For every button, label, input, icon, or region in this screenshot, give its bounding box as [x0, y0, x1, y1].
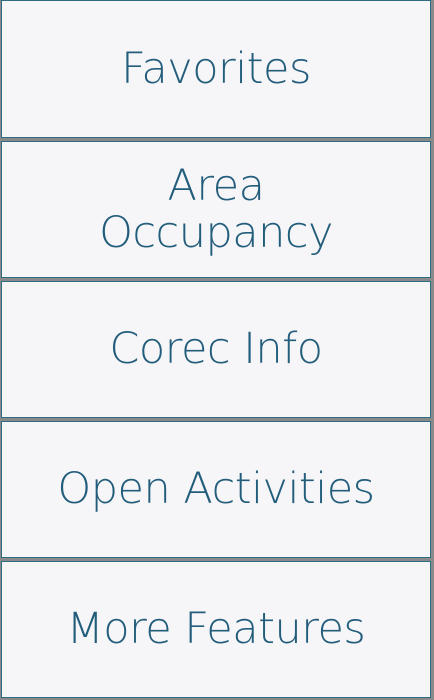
corec-info-button[interactable]: Corec Info [1, 281, 431, 418]
area-occupancy-button[interactable]: Area Occupancy [1, 141, 431, 278]
corec-info-label: Corec Info [109, 324, 323, 374]
more-features-label: More Features [66, 604, 366, 654]
open-activities-label: Open Activities [57, 464, 375, 514]
favorites-label: Favorites [121, 43, 311, 94]
area-occupancy-label: Area Occupancy [99, 160, 333, 258]
more-features-button[interactable]: More Features [1, 561, 431, 698]
favorites-button[interactable]: Favorites [1, 0, 431, 138]
open-activities-button[interactable]: Open Activities [1, 421, 431, 558]
